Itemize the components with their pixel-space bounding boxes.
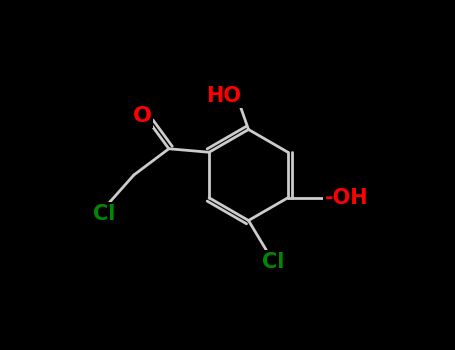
- Text: HO: HO: [206, 85, 241, 106]
- Text: Cl: Cl: [262, 252, 284, 273]
- Text: O: O: [132, 106, 152, 126]
- Text: Cl: Cl: [93, 204, 115, 224]
- Text: -OH: -OH: [325, 188, 368, 208]
